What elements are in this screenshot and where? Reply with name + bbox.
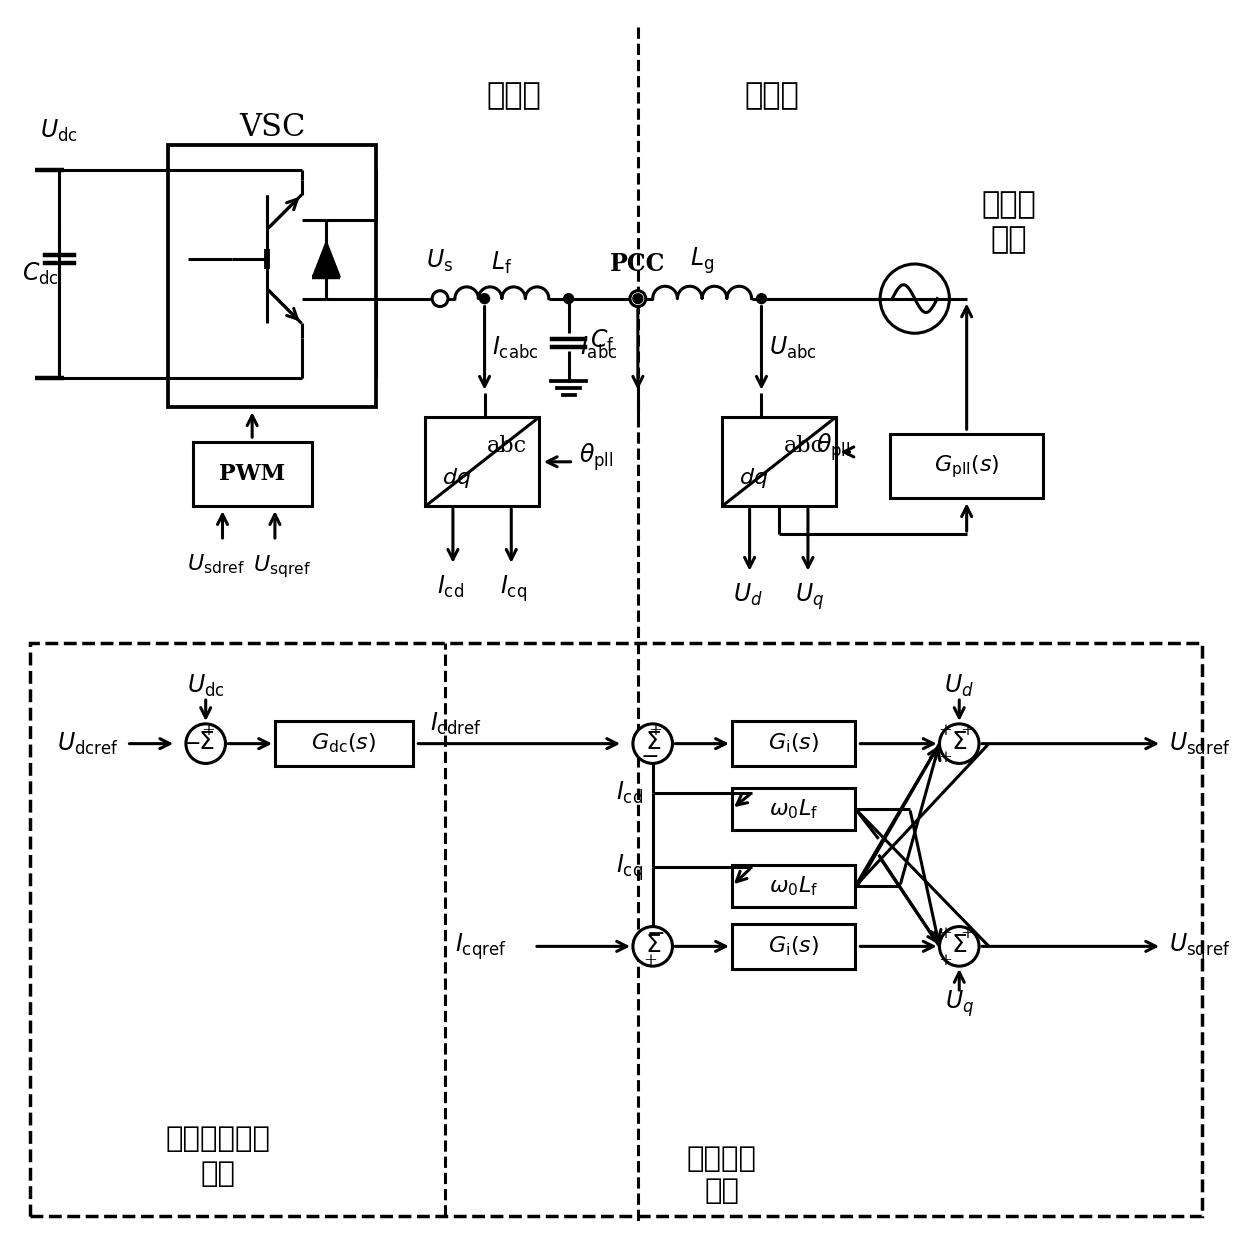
Text: $I_{\mathrm{cd}}$: $I_{\mathrm{cd}}$ — [616, 779, 642, 807]
Text: $\Sigma$: $\Sigma$ — [951, 731, 967, 754]
Text: $G_{\mathrm{pll}}\left(s\right)$: $G_{\mathrm{pll}}\left(s\right)$ — [934, 453, 999, 479]
Text: PWM: PWM — [219, 463, 285, 486]
Circle shape — [756, 294, 766, 304]
Text: $L_{\mathrm{g}}$: $L_{\mathrm{g}}$ — [689, 245, 714, 276]
Text: $U_{\mathrm{dc}}$: $U_{\mathrm{dc}}$ — [40, 117, 77, 143]
Text: +: + — [939, 925, 952, 942]
Text: +: + — [939, 749, 952, 766]
Text: $G_{\mathrm{i}}\left(s\right)$: $G_{\mathrm{i}}\left(s\right)$ — [768, 732, 820, 756]
Text: $I_{\mathrm{cd}}$: $I_{\mathrm{cd}}$ — [438, 574, 465, 600]
Text: +: + — [939, 951, 952, 969]
Text: +: + — [202, 722, 216, 740]
Text: −: − — [640, 747, 658, 768]
Text: +: + — [939, 722, 952, 740]
Text: $U_{\mathrm{sqref}}$: $U_{\mathrm{sqref}}$ — [1169, 931, 1230, 961]
Text: $G_{\mathrm{dc}}\left(s\right)$: $G_{\mathrm{dc}}\left(s\right)$ — [311, 732, 377, 756]
Text: 电流控制: 电流控制 — [687, 1145, 756, 1173]
Polygon shape — [312, 242, 340, 276]
Text: +: + — [960, 722, 975, 740]
Text: $U_{\mathrm{sqref}}$: $U_{\mathrm{sqref}}$ — [253, 553, 311, 580]
Text: −: − — [646, 923, 665, 945]
Text: $dq$: $dq$ — [739, 466, 769, 489]
Circle shape — [632, 926, 672, 966]
Text: $\Sigma$: $\Sigma$ — [951, 934, 967, 957]
Text: $I_{\mathrm{cq}}$: $I_{\mathrm{cq}}$ — [616, 852, 642, 883]
Text: PCC: PCC — [610, 251, 666, 276]
Text: $U_{d}$: $U_{d}$ — [945, 674, 975, 700]
Bar — [722, 417, 836, 507]
Bar — [732, 721, 856, 767]
Text: $U_{\mathrm{s}}$: $U_{\mathrm{s}}$ — [427, 248, 454, 274]
Text: $U_{d}$: $U_{d}$ — [733, 581, 763, 608]
Circle shape — [480, 294, 490, 304]
Bar — [169, 146, 376, 407]
Text: $\Sigma$: $\Sigma$ — [645, 934, 661, 957]
Text: $C_{\mathrm{dc}}$: $C_{\mathrm{dc}}$ — [22, 260, 58, 288]
Bar — [193, 442, 311, 507]
Text: $I_{\mathrm{cdref}}$: $I_{\mathrm{cdref}}$ — [430, 711, 482, 737]
Text: $C_{\mathrm{f}}$: $C_{\mathrm{f}}$ — [590, 327, 615, 355]
Text: $G_{\mathrm{i}}\left(s\right)$: $G_{\mathrm{i}}\left(s\right)$ — [768, 935, 820, 959]
Text: $dq$: $dq$ — [443, 466, 471, 489]
Text: $U_{q}$: $U_{q}$ — [945, 989, 973, 1020]
Bar — [732, 924, 856, 969]
Text: $U_{\mathrm{dcref}}$: $U_{\mathrm{dcref}}$ — [57, 731, 119, 757]
Circle shape — [433, 291, 448, 306]
Text: $U_{\mathrm{dc}}$: $U_{\mathrm{dc}}$ — [187, 674, 224, 700]
Text: 直流电压控制: 直流电压控制 — [165, 1125, 270, 1153]
Text: 电网侧: 电网侧 — [744, 81, 799, 111]
Circle shape — [564, 294, 574, 304]
Text: abc: abc — [487, 435, 527, 457]
Text: 内环: 内环 — [704, 1177, 739, 1205]
Text: $\Sigma$: $\Sigma$ — [197, 731, 213, 754]
Bar — [30, 642, 1202, 1216]
Circle shape — [630, 291, 646, 306]
Text: +: + — [649, 722, 662, 740]
Text: $I_{\mathrm{cq}}$: $I_{\mathrm{cq}}$ — [500, 574, 527, 604]
Text: +: + — [642, 951, 657, 969]
Text: 外环: 外环 — [200, 1160, 236, 1188]
Circle shape — [880, 264, 950, 334]
Text: $I_{\mathrm{cqref}}$: $I_{\mathrm{cqref}}$ — [455, 931, 507, 961]
Text: $I_{\mathrm{cabc}}$: $I_{\mathrm{cabc}}$ — [492, 335, 539, 361]
Circle shape — [632, 723, 672, 763]
Bar — [275, 721, 413, 767]
Text: $I_{\mathrm{abc}}$: $I_{\mathrm{abc}}$ — [580, 335, 618, 361]
Bar — [890, 435, 1043, 498]
Bar — [732, 788, 856, 829]
Text: $\omega_0 L_{\mathrm{f}}$: $\omega_0 L_{\mathrm{f}}$ — [769, 797, 818, 820]
Text: +: + — [960, 925, 975, 942]
Circle shape — [940, 723, 980, 763]
Text: −: − — [182, 732, 201, 754]
Text: $\Sigma$: $\Sigma$ — [645, 731, 661, 754]
Text: $\theta_{\mathrm{pll}}$: $\theta_{\mathrm{pll}}$ — [579, 441, 613, 473]
Bar — [425, 417, 539, 507]
Text: $U_{\mathrm{abc}}$: $U_{\mathrm{abc}}$ — [769, 335, 817, 361]
Text: abc: abc — [784, 435, 823, 457]
Text: $\omega_0 L_{\mathrm{f}}$: $\omega_0 L_{\mathrm{f}}$ — [769, 874, 818, 898]
Circle shape — [186, 723, 226, 763]
Bar — [732, 865, 856, 906]
Circle shape — [940, 926, 980, 966]
Text: 设备侧: 设备侧 — [487, 81, 542, 111]
Text: VSC: VSC — [239, 112, 305, 143]
Text: $U_{q}$: $U_{q}$ — [795, 581, 825, 613]
Text: 系统: 系统 — [991, 225, 1027, 254]
Text: $\theta_{\mathrm{pll}}$: $\theta_{\mathrm{pll}}$ — [816, 431, 851, 463]
Text: $U_{\mathrm{sdref}}$: $U_{\mathrm{sdref}}$ — [186, 553, 244, 576]
Text: 无穷大: 无穷大 — [981, 190, 1037, 219]
Text: $L_{\mathrm{f}}$: $L_{\mathrm{f}}$ — [491, 250, 512, 276]
Circle shape — [632, 294, 642, 304]
Text: $U_{\mathrm{sdref}}$: $U_{\mathrm{sdref}}$ — [1169, 731, 1230, 757]
